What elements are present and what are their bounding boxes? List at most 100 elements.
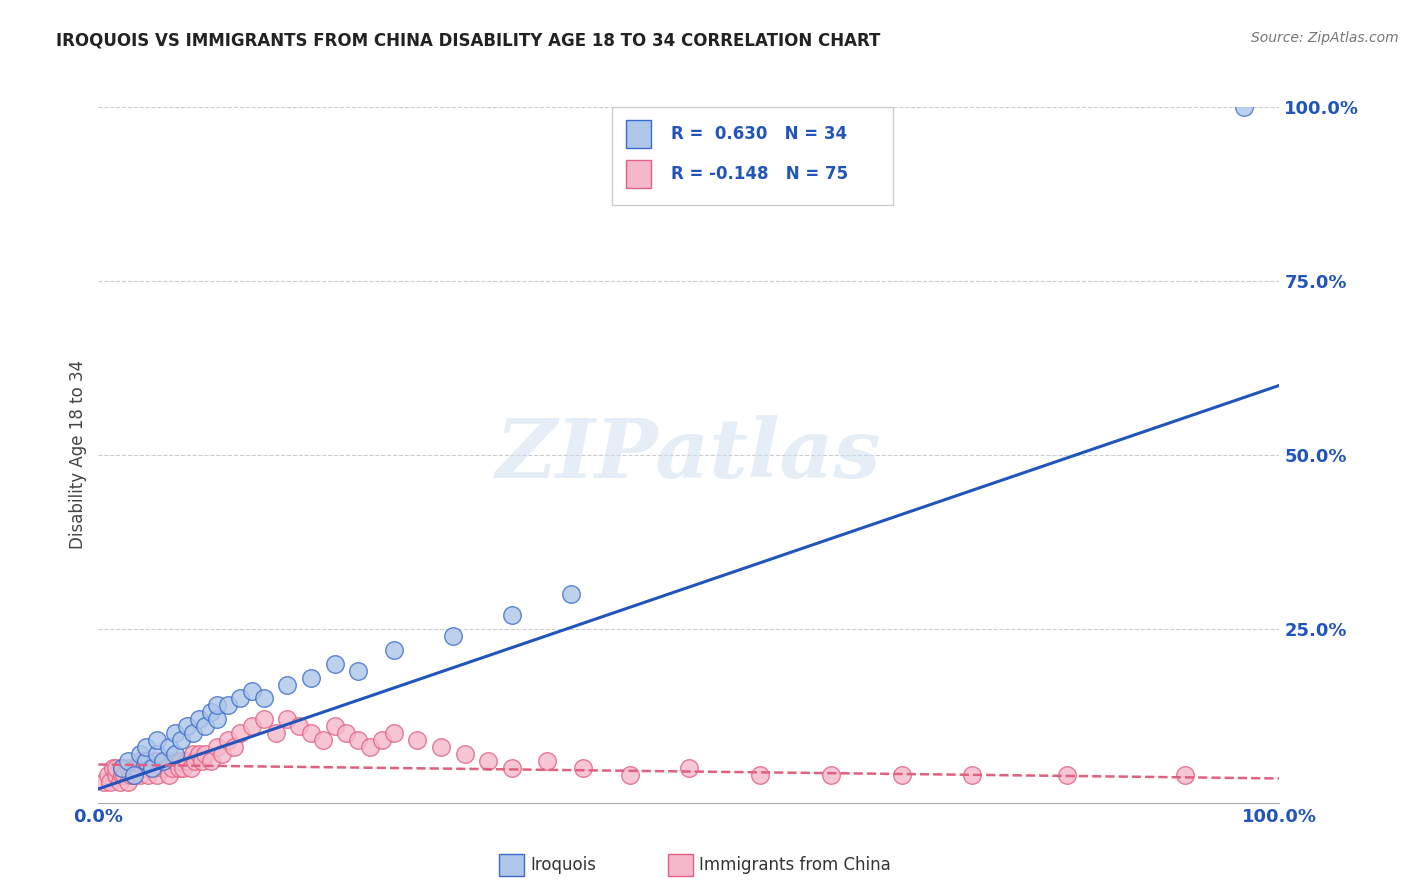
Point bbox=[359, 740, 381, 755]
Point bbox=[111, 761, 134, 775]
Point bbox=[146, 733, 169, 747]
Point bbox=[453, 747, 475, 761]
Point bbox=[146, 768, 169, 782]
Text: ZIPatlas: ZIPatlas bbox=[496, 415, 882, 495]
Point bbox=[180, 761, 202, 775]
Point bbox=[264, 726, 287, 740]
Point bbox=[117, 754, 139, 768]
Point bbox=[146, 747, 169, 761]
Point bbox=[217, 698, 239, 713]
Point bbox=[160, 761, 183, 775]
Point bbox=[122, 768, 145, 782]
Point bbox=[105, 768, 128, 782]
Text: Immigrants from China: Immigrants from China bbox=[699, 856, 890, 874]
Point bbox=[347, 733, 370, 747]
Point bbox=[323, 657, 346, 671]
Point bbox=[619, 768, 641, 782]
Point bbox=[112, 768, 135, 782]
Point bbox=[128, 768, 150, 782]
Point bbox=[187, 747, 209, 761]
Point bbox=[121, 768, 143, 782]
Point bbox=[117, 761, 139, 775]
Point bbox=[820, 768, 842, 782]
Point bbox=[176, 719, 198, 733]
Point bbox=[406, 733, 429, 747]
Point bbox=[135, 740, 157, 755]
Point bbox=[477, 754, 499, 768]
Point bbox=[194, 747, 217, 761]
Point bbox=[382, 642, 405, 657]
Point bbox=[191, 754, 214, 768]
Point bbox=[97, 768, 120, 782]
Point bbox=[98, 775, 121, 789]
Text: IROQUOIS VS IMMIGRANTS FROM CHINA DISABILITY AGE 18 TO 34 CORRELATION CHART: IROQUOIS VS IMMIGRANTS FROM CHINA DISABI… bbox=[56, 31, 880, 49]
Point bbox=[165, 747, 187, 761]
Point bbox=[1056, 768, 1078, 782]
Point bbox=[181, 747, 204, 761]
Point bbox=[1174, 768, 1197, 782]
Point bbox=[128, 754, 150, 768]
Point bbox=[371, 733, 394, 747]
Point bbox=[141, 761, 163, 775]
Point bbox=[501, 761, 523, 775]
Point bbox=[128, 747, 150, 761]
Point bbox=[105, 761, 128, 775]
Point bbox=[176, 754, 198, 768]
Point bbox=[181, 726, 204, 740]
Point bbox=[224, 740, 246, 755]
Point bbox=[165, 726, 187, 740]
Point bbox=[335, 726, 357, 740]
Point bbox=[170, 733, 193, 747]
Point bbox=[276, 677, 298, 691]
Point bbox=[312, 733, 335, 747]
Point bbox=[299, 726, 322, 740]
Point bbox=[122, 761, 145, 775]
Point bbox=[187, 712, 209, 726]
Point bbox=[135, 761, 157, 775]
Point bbox=[170, 754, 193, 768]
Point bbox=[194, 719, 217, 733]
Point bbox=[217, 733, 239, 747]
Point bbox=[111, 768, 134, 782]
Text: Source: ZipAtlas.com: Source: ZipAtlas.com bbox=[1251, 31, 1399, 45]
Point bbox=[200, 706, 222, 720]
Point bbox=[135, 754, 157, 768]
Point bbox=[299, 671, 322, 685]
Point bbox=[205, 740, 228, 755]
Text: Iroquois: Iroquois bbox=[530, 856, 596, 874]
Point bbox=[143, 761, 166, 775]
Point bbox=[146, 754, 169, 768]
Point bbox=[229, 726, 252, 740]
Point bbox=[152, 761, 174, 775]
Point bbox=[890, 768, 912, 782]
Point bbox=[152, 754, 174, 768]
Point bbox=[347, 664, 370, 678]
Point bbox=[962, 768, 984, 782]
Point bbox=[323, 719, 346, 733]
Point bbox=[211, 747, 233, 761]
Point bbox=[184, 754, 207, 768]
Point bbox=[157, 768, 180, 782]
Point bbox=[288, 719, 311, 733]
Point bbox=[165, 754, 187, 768]
Text: R =  0.630   N = 34: R = 0.630 N = 34 bbox=[671, 125, 846, 143]
Point bbox=[240, 719, 263, 733]
Point bbox=[205, 712, 228, 726]
Point bbox=[240, 684, 263, 698]
Point bbox=[141, 761, 163, 775]
Point bbox=[748, 768, 770, 782]
Point bbox=[382, 726, 405, 740]
Point bbox=[157, 740, 180, 755]
Point bbox=[205, 698, 228, 713]
Point bbox=[156, 754, 179, 768]
Point bbox=[501, 607, 523, 622]
Point bbox=[172, 761, 194, 775]
Point bbox=[136, 768, 159, 782]
Point bbox=[678, 761, 700, 775]
Point bbox=[117, 775, 139, 789]
Point bbox=[125, 761, 148, 775]
Point bbox=[200, 754, 222, 768]
Point bbox=[108, 775, 131, 789]
Point bbox=[135, 754, 157, 768]
Point bbox=[253, 691, 276, 706]
